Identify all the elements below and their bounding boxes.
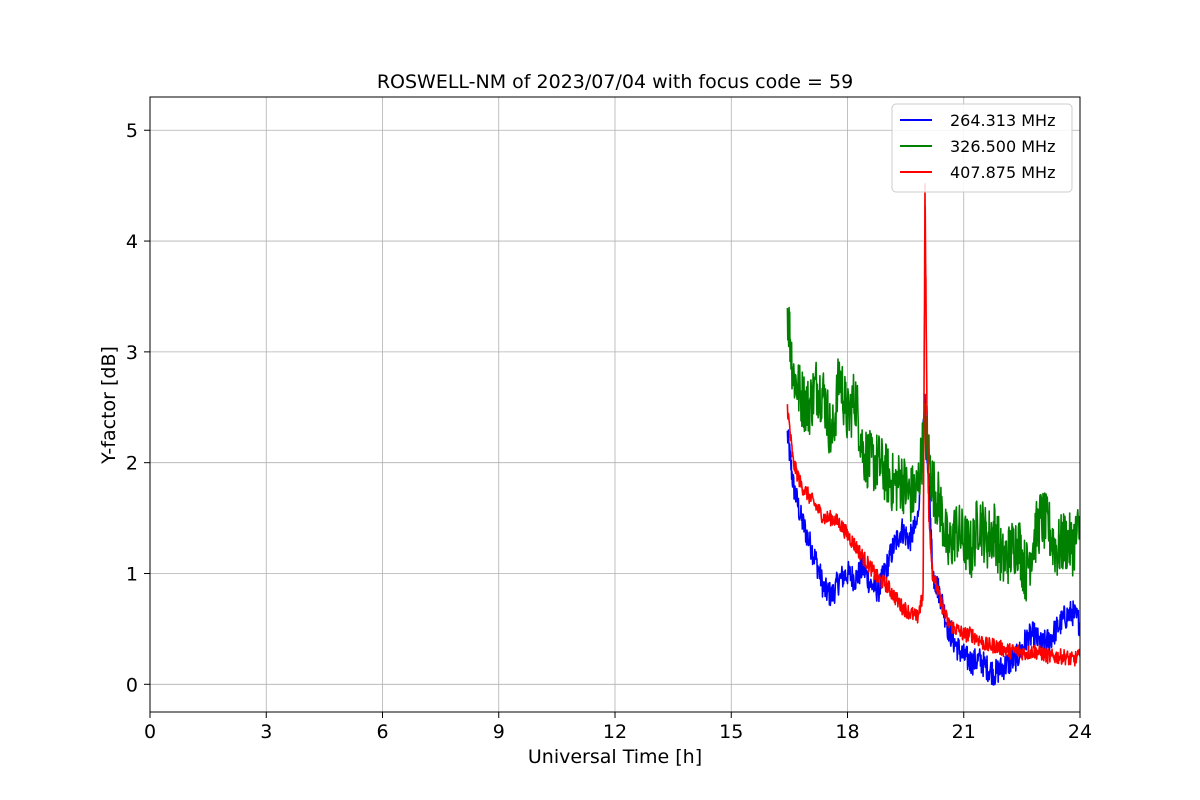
chart-title: ROSWELL-NM of 2023/07/04 with focus code…	[377, 71, 853, 93]
y-tick-label: 3	[126, 342, 138, 364]
x-axis-label: Universal Time [h]	[528, 746, 702, 768]
x-tick-label: 9	[493, 721, 505, 743]
x-tick-label: 15	[719, 721, 743, 743]
y-tick-label: 1	[126, 563, 138, 585]
x-tick-label: 6	[376, 721, 388, 743]
x-tick-label: 3	[260, 721, 272, 743]
x-tick-label: 0	[144, 721, 156, 743]
y-tick-label: 4	[126, 231, 138, 253]
x-tick-label: 18	[835, 721, 859, 743]
series-group	[786, 183, 1080, 686]
legend: 264.313 MHz 326.500 MHz 407.875 MHz	[891, 103, 1073, 193]
series-line-2	[786, 183, 1080, 667]
x-tick-label: 24	[1068, 721, 1092, 743]
y-tick-label: 2	[126, 453, 138, 475]
legend-label: 326.500 MHz	[950, 137, 1055, 156]
y-tick-label: 0	[126, 674, 138, 696]
y-tick-label: 5	[126, 120, 138, 142]
x-tick-label: 12	[603, 721, 627, 743]
legend-box	[891, 103, 1073, 193]
legend-label: 407.875 MHz	[950, 163, 1055, 182]
y-axis-label: Y-factor [dB]	[98, 346, 120, 465]
legend-label: 264.313 MHz	[950, 111, 1055, 130]
x-tick-label: 21	[952, 721, 976, 743]
series-line-1	[786, 306, 1080, 602]
